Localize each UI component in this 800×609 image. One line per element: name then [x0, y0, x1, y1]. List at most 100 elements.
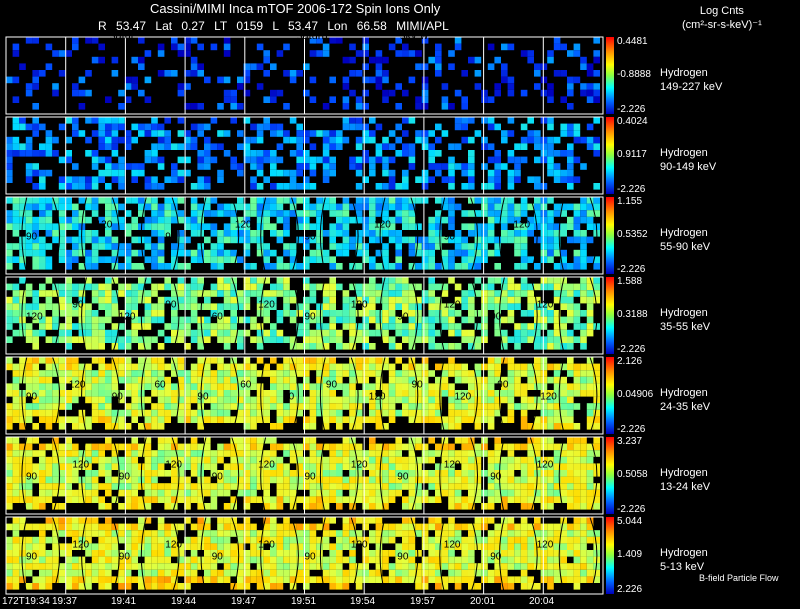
heatmap-cell [177, 323, 185, 330]
heatmap-cell [197, 329, 204, 337]
heatmap-cell [573, 450, 581, 457]
species-label: Hydrogen [660, 147, 708, 159]
heatmap-cell [72, 336, 79, 343]
heatmap-cell [58, 403, 66, 410]
heatmap-cell [289, 530, 297, 537]
heatmap-cell [487, 123, 495, 131]
heatmap-cell [98, 583, 105, 590]
heatmap-cell [395, 210, 402, 217]
heatmap-cell [481, 550, 488, 557]
heatmap-cell [230, 556, 237, 564]
heatmap-cell [72, 523, 79, 531]
heatmap-cell [283, 370, 290, 377]
heatmap-cell [32, 310, 39, 317]
heatmap-cell [349, 363, 356, 371]
heatmap-cell [283, 543, 290, 550]
heatmap-cell [527, 203, 534, 211]
heatmap-cell [157, 450, 165, 457]
heatmap-cell [283, 403, 290, 410]
heatmap-cell [553, 423, 561, 430]
pitch-angle-contour [290, 276, 299, 355]
heatmap-cell [25, 450, 33, 457]
heatmap-cell [243, 376, 251, 384]
pitch-angle-contour [499, 516, 505, 595]
heatmap-cell [289, 363, 297, 371]
heatmap-cell [540, 256, 548, 263]
heatmap-cell [58, 489, 66, 497]
heatmap-cell [25, 150, 33, 157]
heatmap-cell [573, 336, 581, 343]
heatmap-cell [342, 56, 350, 64]
heatmap-cell [39, 563, 46, 570]
heatmap-cell [157, 329, 165, 337]
heatmap-cell [124, 230, 132, 237]
heatmap-cell [217, 143, 224, 150]
heatmap-cell [111, 303, 119, 310]
heatmap-cell [204, 203, 211, 211]
heatmap-cell [111, 463, 119, 470]
heatmap-cell [105, 437, 112, 444]
heatmap-cell [283, 336, 290, 343]
heatmap-cell [164, 383, 171, 390]
heatmap-cell [91, 197, 99, 204]
heatmap-cell [25, 283, 33, 291]
heatmap-cell [441, 256, 449, 263]
heatmap-cell [283, 383, 290, 390]
heatmap-cell [151, 376, 158, 384]
heatmap-cell [210, 223, 218, 230]
heatmap-cell [369, 290, 376, 297]
heatmap-cell [540, 489, 548, 497]
heatmap-cell [560, 543, 567, 550]
heatmap-cell [237, 363, 244, 371]
heatmap-cell [560, 476, 567, 484]
heatmap-cell [474, 530, 482, 537]
heatmap-cell [329, 236, 336, 244]
heatmap-cell [124, 543, 132, 550]
heatmap-cell [461, 390, 468, 397]
heatmap-cell [111, 249, 119, 257]
heatmap-cell [32, 450, 39, 457]
heatmap-cell [138, 283, 145, 291]
heatmap-cell [98, 329, 105, 337]
heatmap-cell [514, 176, 521, 183]
heatmap-cell [131, 176, 138, 183]
heatmap-cell [395, 243, 402, 250]
heatmap-cell [65, 530, 72, 537]
heatmap-cell [177, 329, 185, 337]
heatmap-cell [402, 130, 409, 137]
heatmap-cell [6, 169, 13, 177]
heatmap-cell [303, 383, 310, 390]
heatmap-cell [124, 443, 132, 451]
heatmap-cell [547, 256, 554, 263]
heatmap-cell [454, 416, 462, 423]
heatmap-cell [197, 563, 204, 570]
heatmap-cell [210, 310, 218, 317]
heatmap-cell [276, 536, 284, 544]
heatmap-cell [501, 230, 508, 237]
heatmap-cell [39, 183, 46, 190]
heatmap-cell [388, 230, 396, 237]
time-tick: 19:54 [350, 596, 376, 607]
heatmap-cell [395, 296, 402, 304]
heatmap-cell [375, 290, 383, 297]
heatmap-cell [369, 396, 376, 404]
heatmap-cell [210, 489, 218, 497]
heatmap-cell [12, 563, 20, 570]
heatmap-cell [164, 277, 171, 284]
heatmap-cell [131, 249, 138, 257]
heatmap-cell [12, 50, 20, 57]
heatmap-cell [144, 363, 152, 371]
heatmap-cell [349, 117, 356, 124]
heatmap-cell [395, 329, 402, 337]
heatmap-cell [85, 316, 92, 324]
heatmap-cell [448, 496, 455, 503]
heatmap-cell [507, 476, 515, 484]
heatmap-cell [256, 223, 264, 230]
heatmap-cell [296, 556, 303, 564]
heatmap-cell [527, 403, 534, 410]
heatmap-cell [468, 543, 475, 550]
heatmap-cell [494, 243, 501, 250]
pitch-angle-contour [589, 356, 598, 435]
heatmap-cell [540, 197, 548, 204]
heatmap-cell [138, 530, 145, 537]
